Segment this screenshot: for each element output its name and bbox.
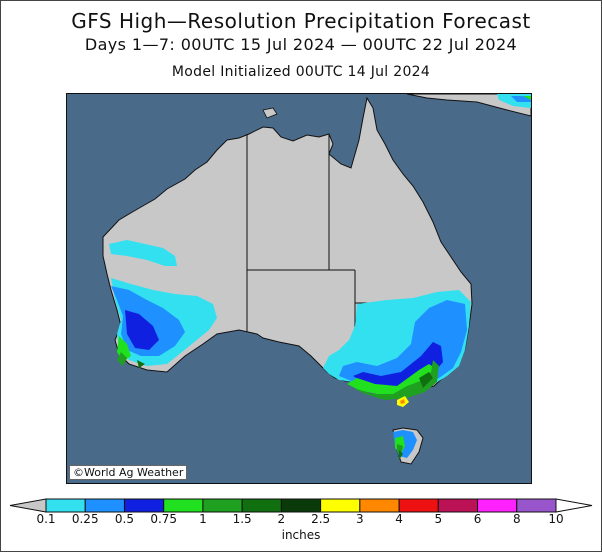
copyright-label: ©World Ag Weather — [69, 465, 188, 480]
north-islands — [262, 107, 278, 119]
legend-swatch — [241, 498, 282, 513]
legend-tick-label: 5 — [434, 512, 443, 526]
legend-tick-label: 10 — [548, 512, 564, 526]
legend-swatch — [359, 498, 400, 513]
legend-below-arrow — [9, 498, 47, 513]
map-title: GFS High—Resolution Precipitation Foreca… — [71, 9, 531, 33]
legend-swatch — [202, 498, 243, 513]
legend-tick-label: 2.5 — [311, 512, 331, 526]
legend-units: inches — [281, 528, 321, 542]
precip-western-australia — [109, 240, 217, 368]
legend-tick-label: 1 — [199, 512, 207, 526]
legend-swatch — [45, 498, 86, 513]
precipitation-map: ©World Ag Weather — [66, 93, 532, 484]
legend-swatch — [477, 498, 518, 513]
precip-tasmania — [393, 430, 417, 460]
forecast-period: Days 1—7: 00UTC 15 Jul 2024 — 00UTC 22 J… — [84, 35, 518, 54]
legend-tick-label: 2 — [277, 512, 286, 526]
map-svg — [67, 94, 531, 483]
legend-tick-label: 4 — [395, 512, 403, 526]
legend-tick-label: 0.25 — [71, 512, 99, 526]
legend-swatch — [123, 498, 165, 513]
legend-swatch — [280, 498, 322, 513]
legend-swatch — [84, 498, 125, 513]
precip-southeast — [323, 290, 471, 407]
legend-swatch — [398, 498, 439, 513]
legend-tick-label: 3 — [356, 512, 364, 526]
legend-swatch — [516, 498, 557, 513]
legend-tick-label: 0.75 — [150, 512, 178, 526]
legend-above-arrow — [555, 498, 593, 513]
legend-tick-label: 1.5 — [232, 512, 252, 526]
legend-colorbar — [9, 498, 593, 513]
legend-tick-label: 6 — [473, 512, 482, 526]
legend-tick-label: 8 — [512, 512, 521, 526]
precip-tropical — [497, 94, 531, 108]
legend-swatch — [437, 498, 479, 513]
legend-tick-label: 0.1 — [36, 512, 56, 526]
legend-swatch — [163, 498, 204, 513]
precip-legend: 0.1 0.25 0.5 0.75 1 1.5 2 2.5 3 4 5 6 8 10 inches — [0, 495, 602, 552]
legend-tick-label: 0.5 — [114, 512, 134, 526]
legend-swatch — [320, 498, 361, 513]
model-init-time: Model Initialized 00UTC 14 Jul 2024 — [171, 64, 431, 80]
